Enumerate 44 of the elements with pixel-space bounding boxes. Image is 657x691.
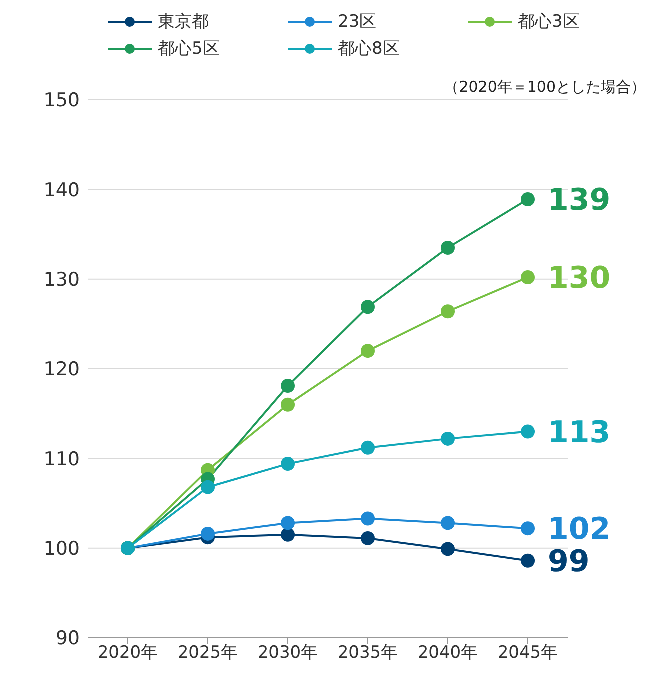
point bbox=[521, 192, 535, 207]
data-label: 130 bbox=[548, 261, 611, 296]
data-label: 113 bbox=[548, 415, 611, 450]
x-tick-label: 2040年 bbox=[418, 643, 478, 664]
x-tick-label: 2030年 bbox=[258, 643, 318, 664]
x-tick-label: 2025年 bbox=[178, 643, 238, 664]
point bbox=[361, 512, 375, 526]
point bbox=[281, 457, 295, 472]
point bbox=[201, 480, 215, 494]
point bbox=[521, 522, 535, 536]
x-tick-label: 2035年 bbox=[338, 643, 398, 664]
text: （2020年＝100とした場合） bbox=[444, 78, 646, 97]
y-tick-label: 130 bbox=[44, 269, 80, 292]
y-tick-label: 90 bbox=[56, 628, 80, 650]
y-tick-label: 120 bbox=[44, 358, 80, 381]
point bbox=[361, 531, 375, 546]
legend-label: 都心5区 bbox=[158, 38, 220, 60]
point bbox=[441, 304, 455, 319]
point bbox=[201, 526, 215, 541]
y-tick-label: 100 bbox=[44, 538, 80, 560]
legend-label: 東京都 bbox=[158, 11, 209, 33]
y-tick-label: 150 bbox=[44, 90, 80, 112]
y-tick-label: 140 bbox=[44, 179, 80, 202]
point bbox=[281, 398, 295, 412]
point bbox=[441, 542, 455, 556]
y-tick-label: 110 bbox=[44, 448, 80, 470]
point bbox=[361, 344, 375, 358]
point bbox=[281, 516, 295, 530]
point bbox=[441, 516, 455, 530]
x-tick-label: 2045年 bbox=[498, 643, 558, 664]
legend-label: 都心8区 bbox=[338, 38, 400, 60]
point bbox=[281, 379, 295, 394]
x-tick-label: 2020年 bbox=[98, 643, 158, 664]
point bbox=[521, 554, 535, 568]
legend-label: 23区 bbox=[338, 11, 377, 33]
point bbox=[521, 270, 535, 285]
legend-label: 都心3区 bbox=[518, 11, 580, 33]
data-label: 139 bbox=[548, 183, 611, 218]
point bbox=[281, 528, 295, 542]
point bbox=[521, 424, 535, 439]
point bbox=[361, 440, 375, 455]
point bbox=[441, 240, 455, 255]
point bbox=[361, 300, 375, 314]
point bbox=[441, 432, 455, 446]
